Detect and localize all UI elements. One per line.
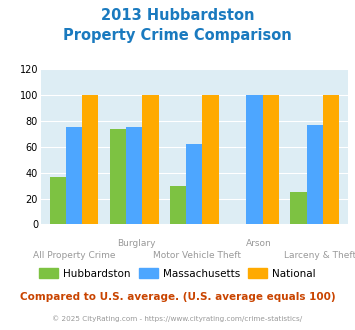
Text: Burglary: Burglary [117,239,155,248]
Text: © 2025 CityRating.com - https://www.cityrating.com/crime-statistics/: © 2025 CityRating.com - https://www.city… [53,315,302,322]
Bar [290,192,307,224]
Bar [110,129,126,224]
Text: Larceny & Theft: Larceny & Theft [284,251,355,260]
Text: Compared to U.S. average. (U.S. average equals 100): Compared to U.S. average. (U.S. average … [20,292,335,302]
Bar [142,95,159,224]
Bar [323,95,339,224]
Text: All Property Crime: All Property Crime [33,251,116,260]
Bar [202,95,219,224]
Bar [126,127,142,224]
Text: Property Crime Comparison: Property Crime Comparison [63,28,292,43]
Bar [82,95,98,224]
Bar [246,95,263,224]
Bar [307,125,323,224]
Bar [66,127,82,224]
Bar [186,144,202,224]
Text: 2013 Hubbardston: 2013 Hubbardston [101,8,254,23]
Legend: Hubbardston, Massachusetts, National: Hubbardston, Massachusetts, National [35,264,320,283]
Text: Arson: Arson [246,239,272,248]
Bar [50,177,66,224]
Bar [263,95,279,224]
Bar [170,185,186,224]
Text: Motor Vehicle Theft: Motor Vehicle Theft [153,251,241,260]
